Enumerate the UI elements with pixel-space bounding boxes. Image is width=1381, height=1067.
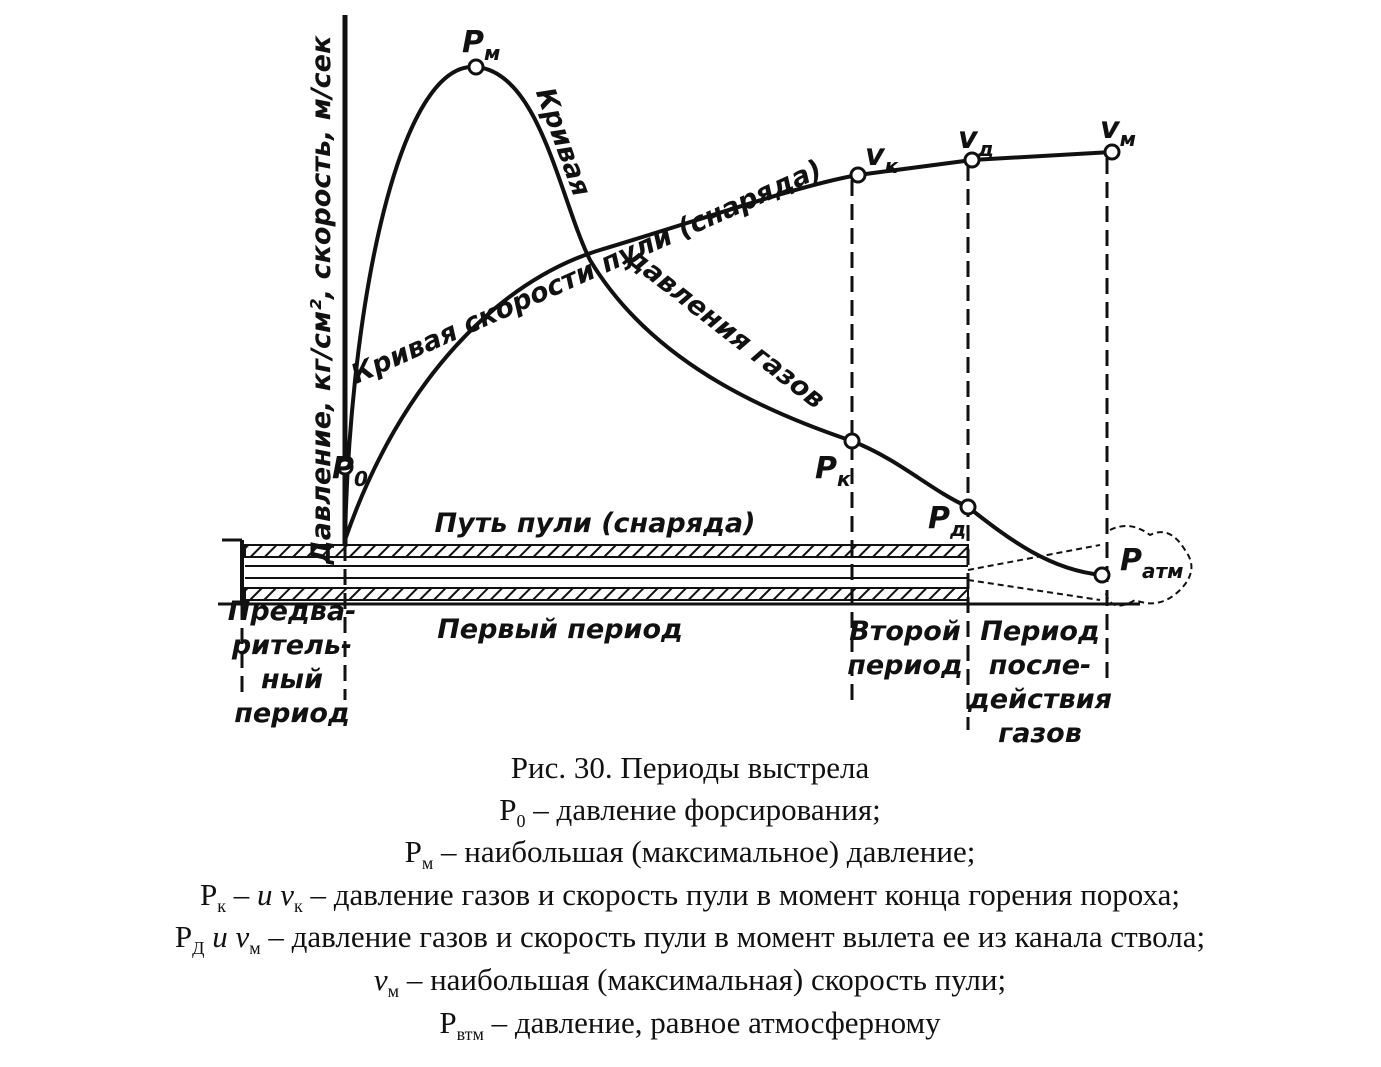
text: Р xyxy=(439,1005,456,1040)
path-label: Путь пули (снаряда) xyxy=(435,508,756,539)
subscript: м xyxy=(422,853,433,873)
text: – давление газов и скорость пули в момен… xyxy=(261,919,1205,954)
caption-line: Р0 – давление форсирования; xyxy=(499,792,880,831)
subscript: м xyxy=(388,981,399,1001)
caption-line: РД и vм – давление газов и скорость пули… xyxy=(175,919,1205,958)
text: Р xyxy=(499,792,516,827)
velocity-curve xyxy=(343,150,1113,541)
point-label: P0 xyxy=(332,451,368,491)
point-label: Pатм xyxy=(1120,543,1183,583)
period-label: Период xyxy=(980,616,1100,647)
point-subscript: 0 xyxy=(354,467,368,491)
text: – давление, равное атмосферному xyxy=(484,1005,941,1040)
point-label: vк xyxy=(865,138,899,178)
point xyxy=(849,166,867,184)
text: Р xyxy=(175,919,192,954)
period-label: период xyxy=(847,650,963,681)
text: Рис. 30. Периоды выстрела xyxy=(511,750,870,785)
point-label: vм xyxy=(1100,111,1136,151)
point-subscript: к xyxy=(837,467,851,491)
point-symbol: v xyxy=(1100,111,1121,146)
point-symbol: P xyxy=(928,501,950,536)
period-dividers xyxy=(240,158,1109,730)
point-symbol: P xyxy=(332,451,354,486)
point-subscript: д xyxy=(949,517,966,541)
point-label: Pк xyxy=(815,451,851,491)
period-label: Первый период xyxy=(437,614,683,645)
point xyxy=(1103,143,1121,161)
point xyxy=(1093,566,1111,584)
point-symbol: v xyxy=(958,121,979,156)
point xyxy=(467,58,485,76)
point-subscript: к xyxy=(885,154,899,178)
text: – давление форсирования; xyxy=(526,792,881,827)
caption-line: Рм – наибольшая (максимальное) давление; xyxy=(405,834,976,873)
point xyxy=(963,151,981,169)
period-label: Второй xyxy=(849,616,961,647)
period-label: период xyxy=(234,698,350,729)
text: – xyxy=(226,877,257,912)
subscript: к xyxy=(294,896,303,916)
caption-line: Рис. 30. Периоды выстрела xyxy=(511,750,870,785)
point-label: Pм xyxy=(462,25,500,65)
curve-label: давления газов xyxy=(619,241,830,416)
curve-label: Кривая xyxy=(529,84,597,201)
text: – давление газов и скорость пули в момен… xyxy=(303,877,1180,912)
gas-cloud xyxy=(967,525,1193,607)
points xyxy=(336,58,1121,584)
point-label: Pд xyxy=(928,501,966,541)
period-label: ритель- xyxy=(231,630,352,661)
italic-text: и v xyxy=(257,877,294,912)
italic-text: и v xyxy=(204,919,249,954)
subscript: м xyxy=(249,938,260,958)
subscript: втм xyxy=(457,1024,484,1044)
barrel-wall xyxy=(244,544,969,558)
caption-line: Рк – и vк – давление газов и скорость пу… xyxy=(200,877,1180,916)
period-label: после- xyxy=(989,650,1092,681)
subscript: Д xyxy=(192,938,204,958)
subscript: к xyxy=(217,896,226,916)
point-label: vд xyxy=(958,121,994,161)
point-symbol: v xyxy=(865,138,886,173)
period-label: ный xyxy=(261,664,323,695)
point-subscript: м xyxy=(484,41,500,65)
period-label: действия xyxy=(967,684,1112,715)
point-subscript: д xyxy=(977,137,994,161)
point xyxy=(336,458,354,476)
point xyxy=(959,498,977,516)
point-symbol: P xyxy=(462,25,484,60)
text: – наибольшая (максимальная) скорость пул… xyxy=(399,962,1006,997)
subscript: 0 xyxy=(517,811,526,831)
drawing xyxy=(218,15,1193,730)
point xyxy=(843,432,861,450)
point-symbol: P xyxy=(1120,543,1142,578)
point-subscript: атм xyxy=(1142,559,1183,583)
text: Р xyxy=(200,877,217,912)
caption-line: Рвтм – давление, равное атмосферному xyxy=(439,1005,941,1044)
text: Р xyxy=(405,834,422,869)
barrel-wall xyxy=(244,587,969,601)
axis-label: Давление, кг/см², скорость, м/сек xyxy=(306,35,337,565)
period-label: Предва- xyxy=(228,596,357,627)
caption-line: vм – наибольшая (максимальная) скорость … xyxy=(374,962,1006,1001)
italic-text: v xyxy=(374,962,388,997)
text: – наибольшая (максимальное) давление; xyxy=(433,834,975,869)
point-symbol: P xyxy=(815,451,837,486)
period-label: газов xyxy=(998,718,1082,749)
point-subscript: м xyxy=(1120,127,1136,151)
